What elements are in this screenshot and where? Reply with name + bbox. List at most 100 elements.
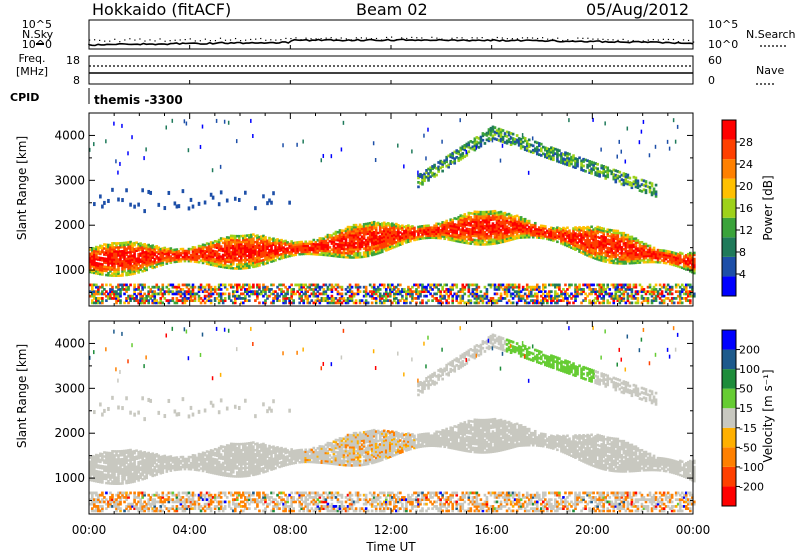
noise-search-point [164,40,166,42]
x-tick-label: 16:00 [474,523,509,537]
power-colorbar-swatch [722,217,736,238]
noise-search-point [421,37,423,39]
noise-search-point [597,38,599,40]
x-tick-label: 08:00 [273,523,308,537]
noise-search-point [224,39,227,41]
noise-search-point [592,38,594,40]
noise-search-point [89,39,91,41]
noise-search-point [204,38,206,40]
y-tick-label: 1000 [54,471,85,485]
noise-search-point [461,37,463,39]
noise-search-point [693,41,695,43]
velocity-colorbar-swatch [722,447,736,467]
noise-search-point [154,40,156,42]
noise-search-point [547,38,549,40]
noise-search-point [219,37,222,39]
power-ylabel: Slant Range [km] [15,136,29,240]
freq-tick-top: 18 [66,54,80,67]
power-colorbar-tick-label: 12 [739,224,753,237]
noise-search-point [572,40,574,42]
noise-search-point [441,38,443,40]
velocity-plot-frame [88,320,694,515]
noise-search-point [255,38,257,40]
noise-search-point [602,38,604,40]
velocity-colorbar-tick-label: -50 [739,441,757,454]
noise-search-point [104,40,106,42]
noise-right-tick-top: 10^5 [708,18,738,31]
noise-search-point [129,38,131,40]
power-colorbar-swatch [722,276,736,296]
noise-search-point [491,38,493,40]
velocity-colorbar-tick-label: 15 [739,402,753,415]
noise-search-point [577,37,579,39]
x-tick-label: 00:00 [72,523,107,537]
noise-search-point [612,39,614,41]
noise-search-point [109,40,111,42]
noise-search-point [184,38,186,41]
velocity-colorbar-swatch [722,330,736,350]
noise-search-point [657,39,659,41]
noise-search-point [265,39,267,41]
noise-search-point [476,37,478,39]
noise-search-point [365,37,368,39]
y-tick-label: 2000 [54,218,85,232]
power-colorbar-swatch [722,159,736,179]
power-colorbar-tick-label: 24 [739,158,753,171]
power-colorbar-swatch [722,178,736,199]
power-colorbar-tick-label: 4 [739,268,746,281]
noise-search-point [335,38,337,40]
noise-tick-bottom: 10^0 [22,38,52,51]
noise-search-point [672,38,675,41]
noise-search-point [385,36,388,39]
power-colorbar-swatch [722,256,736,277]
noise-search-point [652,38,654,41]
y-tick-label: 3000 [54,173,85,187]
freq-label-line1: Freq. [18,52,45,65]
noise-sky-trace [88,38,694,47]
power-colorbar-swatch [722,139,736,160]
noise-search-point [531,37,534,39]
noise-search-point [360,37,362,39]
velocity-colorbar-tick-label: 100 [739,363,760,376]
noise-search-point [144,40,146,42]
noise-search-point [496,36,498,39]
noise-search-point [315,38,317,40]
power-colorbar-tick-label: 28 [739,136,753,149]
noise-search-point [355,37,357,39]
velocity-colorbar: 200 100 50 15 -15 -50 -100 -200 [721,329,764,507]
noise-search-point [446,39,448,41]
y-tick-label: 4000 [54,336,85,350]
power-colorbar-tick-label: 16 [739,202,753,215]
velocity-ylabel: Slant Range [km] [15,344,29,448]
noise-search-point [245,39,247,41]
velocity-colorbar-swatch [722,408,736,428]
noise-search-point [627,40,629,42]
noise-search-point [516,38,519,40]
freq-label-line2: [MHz] [16,65,48,78]
noise-search-point [406,37,408,40]
noise-traces [88,36,695,47]
noise-search-point [340,37,342,39]
noise-search-point [587,37,589,39]
noise-search-point [375,37,378,40]
noise-search-point [159,38,161,40]
velocity-colorbar-frame [721,329,737,507]
noise-search-point [139,38,141,40]
noise-search-point [436,37,438,39]
nave-label: Nave [756,64,784,77]
noise-search-point [169,40,171,42]
noise-search-point [391,36,393,38]
date-title: 05/Aug/2012 [586,0,690,19]
cpid-label: CPID [10,91,39,104]
noise-tick-top: 10^5 [22,18,52,31]
noise-search-point [607,39,609,41]
velocity-colorbar-tick-label: 200 [739,344,760,357]
power-colorbar-tick-label: 8 [739,246,746,259]
noise-search-point [189,38,191,40]
noise-search-point [310,38,312,40]
noise-search-point [567,39,569,41]
noise-search-point [300,39,302,41]
noise-search-point [416,37,418,39]
power-colorbar: 28 24 20 16 12 8 4 [721,119,753,297]
